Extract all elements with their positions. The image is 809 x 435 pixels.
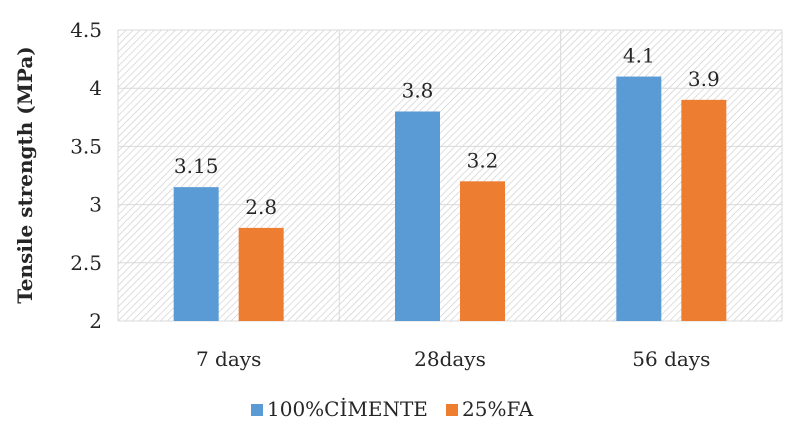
legend-label: 25%FA bbox=[462, 397, 534, 421]
data-labels: 3.15 2.8 3.8 3.2 4.1 3.9 bbox=[174, 44, 720, 219]
data-label: 3.2 bbox=[467, 148, 499, 172]
bar-fa-2 bbox=[681, 99, 727, 321]
legend-label: 100%CİMENTE bbox=[267, 397, 428, 421]
y-tick-label: 4.5 bbox=[70, 18, 102, 42]
data-label: 3.15 bbox=[174, 154, 219, 178]
bar-fa-0 bbox=[238, 227, 284, 321]
bar-cement-0 bbox=[173, 187, 219, 321]
data-label: 4.1 bbox=[623, 44, 655, 68]
x-tick-label: 56 days bbox=[632, 347, 710, 371]
gridlines bbox=[117, 29, 783, 322]
data-label: 2.8 bbox=[245, 195, 277, 219]
bars bbox=[173, 76, 727, 321]
y-axis-title: Tensile strength (MPa) bbox=[13, 46, 37, 304]
y-tick-label: 3 bbox=[89, 193, 102, 217]
bar-cement-2 bbox=[616, 76, 662, 321]
plot-area-background bbox=[118, 30, 782, 321]
y-axis-ticks: 2 2.5 3 3.5 4 4.5 bbox=[70, 18, 102, 333]
legend: 100%CİMENTE 25%FA bbox=[251, 397, 534, 421]
y-tick-label: 4 bbox=[89, 76, 102, 100]
x-tick-label: 7 days bbox=[196, 347, 261, 371]
data-label: 3.8 bbox=[402, 78, 434, 102]
x-tick-label: 28days bbox=[414, 347, 486, 371]
y-tick-label: 2.5 bbox=[70, 251, 102, 275]
y-tick-label: 3.5 bbox=[70, 134, 102, 158]
bar-fa-1 bbox=[460, 181, 505, 321]
x-axis-ticks: 7 days 28days 56 days bbox=[196, 347, 710, 371]
data-label: 3.9 bbox=[688, 67, 720, 91]
legend-swatch-fa bbox=[446, 404, 458, 416]
bar-cement-1 bbox=[395, 111, 440, 321]
legend-swatch-cement bbox=[251, 404, 263, 416]
y-tick-label: 2 bbox=[89, 309, 102, 333]
